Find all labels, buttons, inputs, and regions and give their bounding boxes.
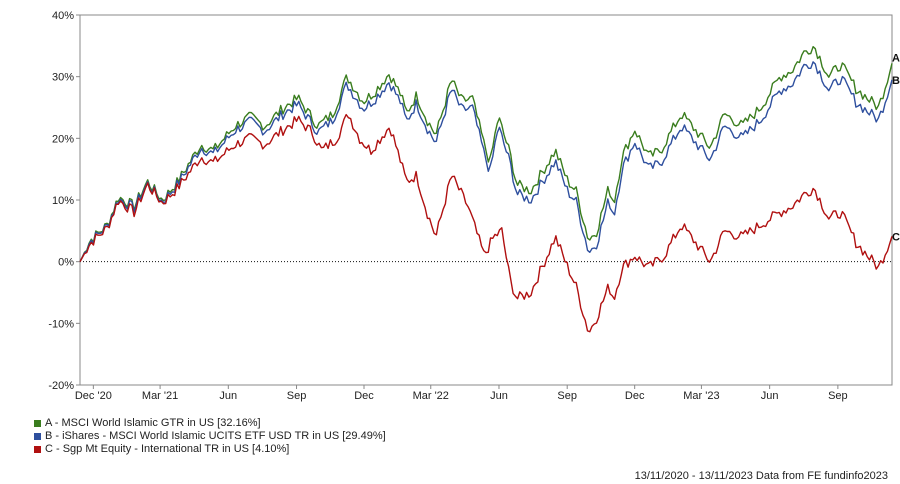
line-chart: -20% -10% 0% 10% 20% 30% 40% Dec '20 Mar '21 Jun… — [48, 10, 900, 402]
y-tick-label: 10% — [52, 195, 74, 207]
legend-item-c: C - Sgp Mt Equity - International TR in … — [34, 443, 386, 456]
legend-swatch-a — [34, 420, 41, 427]
x-tick-label: Dec — [625, 390, 645, 402]
x-tick-label: Sep — [287, 390, 307, 402]
legend-label-b: B - iShares - MSCI World Islamic UCITS E… — [45, 430, 386, 442]
x-tick-label: Sep — [828, 390, 848, 402]
legend-swatch-b — [34, 433, 41, 440]
x-tick-label: Jun — [219, 390, 237, 402]
plot-frame — [79, 14, 893, 386]
legend: A - MSCI World Islamic GTR in US [32.16%… — [34, 417, 386, 456]
x-tick-label: Dec — [354, 390, 374, 402]
y-tick-label: -10% — [48, 318, 74, 330]
x-tick-label: Dec '20 — [75, 390, 112, 402]
x-axis: Dec '20 Mar '21 Jun Sep Dec Mar '22 Jun Sep Dec M… — [75, 385, 848, 402]
series-end-labels: AB C — [892, 52, 900, 243]
series-line-a — [79, 46, 893, 263]
x-tick-label: Mar '23 — [683, 390, 719, 402]
end-label-c: C — [892, 231, 900, 243]
legend-label-a: A - MSCI World Islamic GTR in US [32.16%… — [45, 417, 261, 429]
y-tick-label: -20% — [48, 380, 74, 392]
y-tick-label: 20% — [52, 133, 74, 145]
legend-swatch-c — [34, 446, 41, 453]
series-line-c — [79, 113, 893, 333]
legend-item-b: B - iShares - MSCI World Islamic UCITS E… — [34, 430, 386, 443]
data-source-footer: 13/11/2020 - 13/11/2023 Data from FE fun… — [634, 470, 888, 482]
y-tick-label: 0% — [58, 257, 74, 269]
x-tick-label: Mar '21 — [142, 390, 178, 402]
y-tick-label: 30% — [52, 72, 74, 84]
end-label-a: A — [892, 52, 900, 64]
y-axis: -20% -10% 0% 10% 20% 30% 40% — [48, 10, 80, 392]
x-tick-label: Sep — [557, 390, 577, 402]
x-tick-label: Jun — [490, 390, 508, 402]
end-label-b: B — [892, 75, 900, 87]
legend-item-a: A - MSCI World Islamic GTR in US [32.16%… — [34, 417, 386, 430]
x-tick-label: Jun — [761, 390, 779, 402]
y-tick-label: 40% — [52, 10, 74, 22]
series-lines — [79, 46, 893, 333]
series-line-b — [79, 61, 893, 263]
x-tick-label: Mar '22 — [413, 390, 449, 402]
plot-border — [79, 14, 893, 386]
legend-label-c: C - Sgp Mt Equity - International TR in … — [45, 443, 290, 455]
